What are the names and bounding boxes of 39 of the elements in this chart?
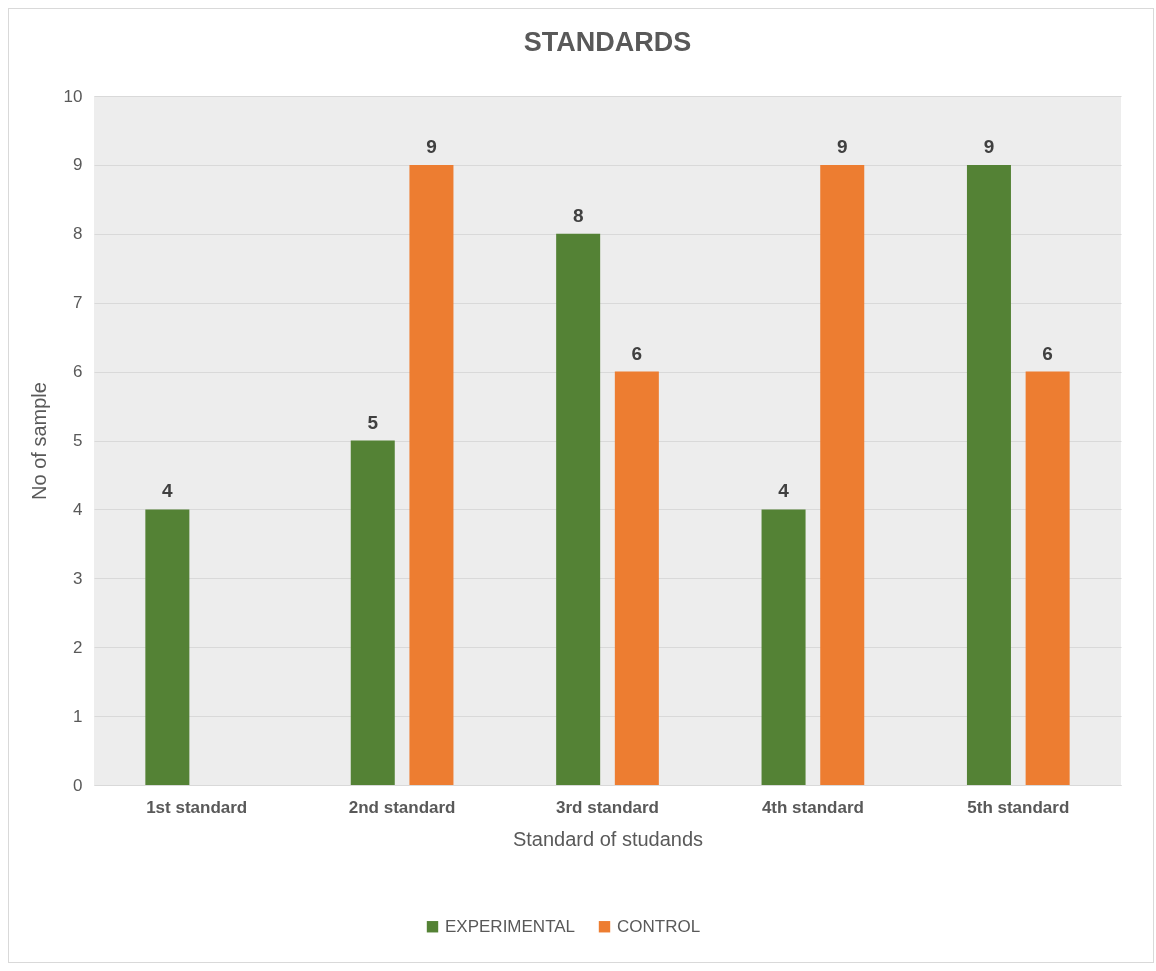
bar — [761, 509, 806, 785]
data-label: 6 — [631, 342, 643, 364]
bar — [966, 164, 1011, 785]
bar — [409, 164, 454, 785]
bar — [145, 509, 190, 785]
data-label: 4 — [778, 480, 790, 502]
y-axis-title: No of sample — [27, 382, 50, 500]
y-tick-label: 4 — [73, 499, 83, 519]
bar — [820, 164, 865, 785]
y-tick-label: 3 — [73, 568, 83, 588]
y-tick-label: 5 — [73, 431, 83, 450]
x-tick-label: 3rd standard — [556, 797, 659, 817]
chart-title: STANDARDS — [523, 27, 692, 57]
data-label: 9 — [426, 135, 437, 157]
y-tick-label: 0 — [73, 775, 83, 795]
bar — [556, 233, 601, 785]
bar — [1025, 371, 1070, 785]
y-tick-label: 2 — [73, 637, 83, 657]
data-label: 4 — [162, 480, 174, 502]
data-label: 8 — [572, 204, 584, 226]
legend-label: EXPERIMENTAL — [445, 916, 576, 936]
x-axis-title: Standard of studands — [512, 827, 704, 850]
x-tick-label: 5th standard — [967, 797, 1070, 817]
y-tick-label: 10 — [63, 86, 83, 106]
x-tick-label: 4th standard — [761, 797, 864, 817]
data-label: 9 — [983, 135, 995, 157]
bar — [614, 371, 659, 785]
legend-label: CONTROL — [617, 916, 701, 936]
data-label: 6 — [1042, 342, 1053, 364]
bar — [350, 440, 395, 785]
y-tick-label: 7 — [73, 293, 83, 313]
x-tick-label: 1st standard — [146, 797, 248, 817]
y-tick-label: 6 — [73, 362, 83, 382]
x-tick-label: 2nd standard — [348, 797, 456, 817]
y-tick-label: 9 — [73, 155, 83, 175]
y-tick-label: 1 — [73, 706, 83, 726]
y-tick-label: 8 — [73, 224, 83, 244]
data-label: 5 — [367, 411, 379, 433]
data-label: 9 — [836, 135, 848, 157]
